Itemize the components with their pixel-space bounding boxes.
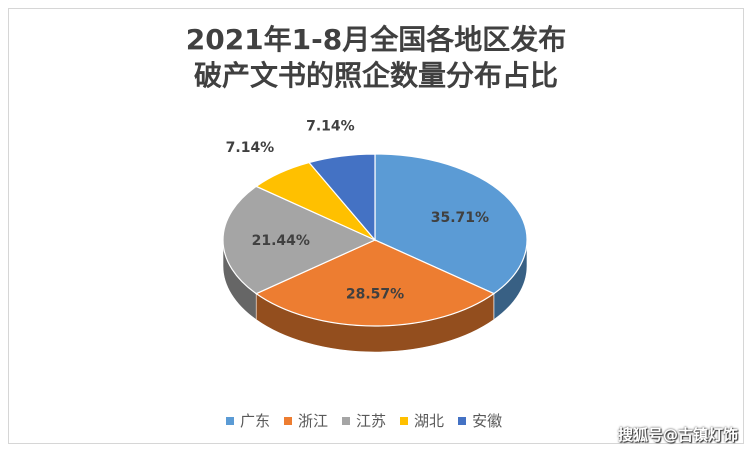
pie-slice-浙江 — [254, 239, 496, 327]
data-label-安徽: 7.14% — [306, 118, 355, 134]
legend-swatch — [284, 416, 293, 425]
legend-item-广东: 广东 — [226, 410, 270, 431]
data-label-浙江: 28.57% — [346, 286, 404, 302]
chart-title-line-1: 2021年1-8月全国各地区发布 — [185, 23, 567, 56]
pie-slice-江苏 — [222, 185, 377, 295]
chart-title: 2021年1-8月全国各地区发布 破产文书的照企数量分布占比 — [0, 22, 752, 94]
pie-tops — [222, 153, 528, 327]
legend-item-江苏: 江苏 — [342, 410, 386, 431]
watermark: 搜狐号@古镇灯饰 — [617, 426, 738, 444]
pie-slice-安徽 — [308, 153, 376, 242]
legend-swatch — [226, 416, 234, 425]
data-label-江苏: 21.44% — [252, 233, 310, 249]
legend-item-浙江: 浙江 — [284, 410, 328, 431]
data-label-广东: 35.71% — [431, 210, 489, 226]
legend-swatch — [400, 416, 409, 425]
legend-label: 湖北 — [414, 412, 445, 430]
legend-label: 江苏 — [356, 412, 387, 430]
data-labels: 35.71% 28.57% 21.44% 7.14% 7.14% — [226, 118, 489, 302]
legend-swatch — [342, 416, 351, 425]
legend-label: 浙江 — [298, 412, 329, 430]
chart-legend: 广东 浙江 江苏 湖北 安徽 — [226, 410, 502, 431]
legend-item-安徽: 安徽 — [458, 410, 502, 431]
legend-label: 广东 — [240, 412, 271, 430]
legend-item-湖北: 湖北 — [400, 410, 444, 431]
legend-swatch — [458, 416, 467, 425]
chart-title-line-2: 破产文书的照企数量分布占比 — [193, 59, 558, 92]
data-label-湖北: 7.14% — [226, 140, 275, 156]
pie-slice-广东 — [374, 153, 528, 295]
legend-label: 安徽 — [472, 412, 503, 430]
